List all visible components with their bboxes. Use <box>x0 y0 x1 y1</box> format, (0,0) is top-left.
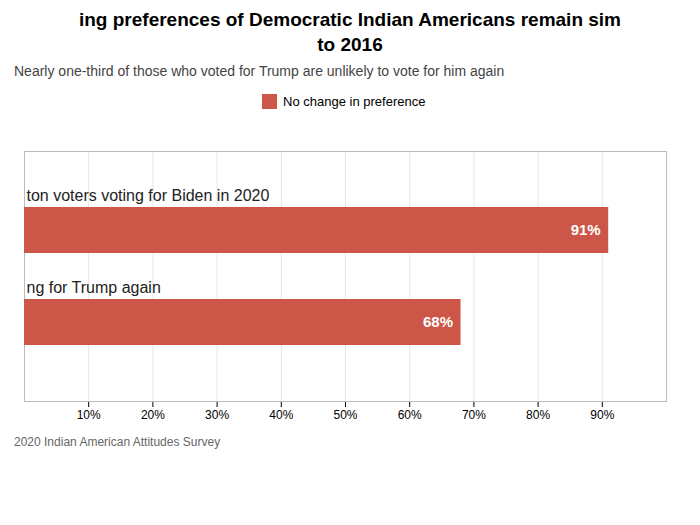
svg-text:40%: 40% <box>269 408 293 422</box>
svg-text:30%: 30% <box>205 408 229 422</box>
svg-text:68%: 68% <box>423 313 453 330</box>
html-text:to 2016: to 2016 <box>317 33 383 55</box>
svg-text:91%: 91% <box>571 221 601 238</box>
svg-text:60%: 60% <box>398 408 422 422</box>
svg-text:10%: 10% <box>77 408 101 422</box>
html-text:Nearly one-third of those who: Nearly one-third of those who voted for … <box>14 63 505 80</box>
svg-text:20%: 20% <box>141 408 165 422</box>
svg-text:70%: 70% <box>462 408 486 422</box>
svg-text:80%: 80% <box>526 408 550 422</box>
svg-text:90%: 90% <box>590 408 614 422</box>
html-text:ing preferences of Democratic: ing preferences of Democratic Indian Ame… <box>79 9 621 30</box>
svg-text:ng for Trump again: ng for Trump again <box>27 279 161 296</box>
svg-text:ton voters voting for Biden in: ton voters voting for Biden in 2020 <box>27 187 270 204</box>
svg-text:50%: 50% <box>333 408 357 422</box>
html-text:No change in preference: No change in preference <box>283 94 426 110</box>
html-text:2020 Indian American Attitudes: 2020 Indian American Attitudes Survey <box>14 434 221 449</box>
